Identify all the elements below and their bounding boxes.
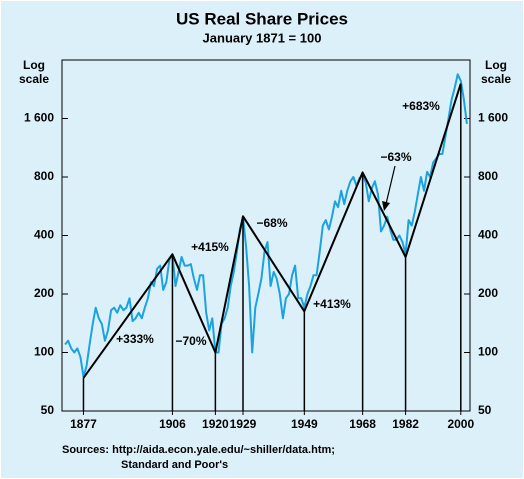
y-tick-label: 400 [34, 228, 54, 242]
y-tick-label: 200 [34, 286, 54, 300]
price-line [64, 73, 468, 378]
annotation: +413% [313, 297, 351, 311]
plot-area: 50 100 200 400 800 1 600 50 100 200 400 800 1 600 18… [24, 73, 508, 431]
x-tick-label: 1929 [230, 417, 257, 431]
y-axis-label: Log [23, 58, 45, 72]
x-tick-label: 1968 [349, 417, 376, 431]
annotation: −68% [256, 216, 287, 230]
source-note: Sources: http://aida.econ.yale.edu/~shil… [62, 444, 335, 456]
trend-line [82, 83, 462, 379]
y-axis-label: scale [19, 72, 49, 86]
annotation: −70% [175, 334, 206, 348]
chart-subtitle: January 1871 = 100 [203, 30, 322, 45]
x-tick-label: 1877 [70, 417, 97, 431]
y-tick-label: 1 600 [24, 111, 54, 125]
y2-tick-label: 100 [478, 345, 498, 359]
y-tick-label: 800 [34, 169, 54, 183]
x-tick-label: 2000 [447, 417, 474, 431]
y2-tick-label: 800 [478, 169, 498, 183]
annotation: −63% [380, 150, 411, 164]
y2-axis-label: scale [481, 72, 511, 86]
arrow-head [382, 201, 390, 211]
annotation: +683% [402, 99, 440, 113]
y-tick-label: 100 [34, 345, 54, 359]
annotation: +333% [116, 332, 154, 346]
y2-tick-label: 50 [478, 403, 492, 417]
y2-tick-label: 400 [478, 228, 498, 242]
source-note: Standard and Poor's [121, 459, 228, 471]
annotation: +415% [191, 240, 229, 254]
y2-tick-label: 1 600 [478, 111, 508, 125]
y-tick-label: 50 [41, 403, 55, 417]
annotation-arrow [385, 165, 396, 205]
chart-title: US Real Share Prices [176, 9, 348, 28]
x-tick-label: 1949 [291, 417, 318, 431]
x-tick-label: 1906 [159, 417, 186, 431]
y2-axis-label: Log [485, 58, 507, 72]
x-tick-label: 1920 [202, 417, 229, 431]
x-tick-label: 1982 [392, 417, 419, 431]
y2-tick-label: 200 [478, 286, 498, 300]
